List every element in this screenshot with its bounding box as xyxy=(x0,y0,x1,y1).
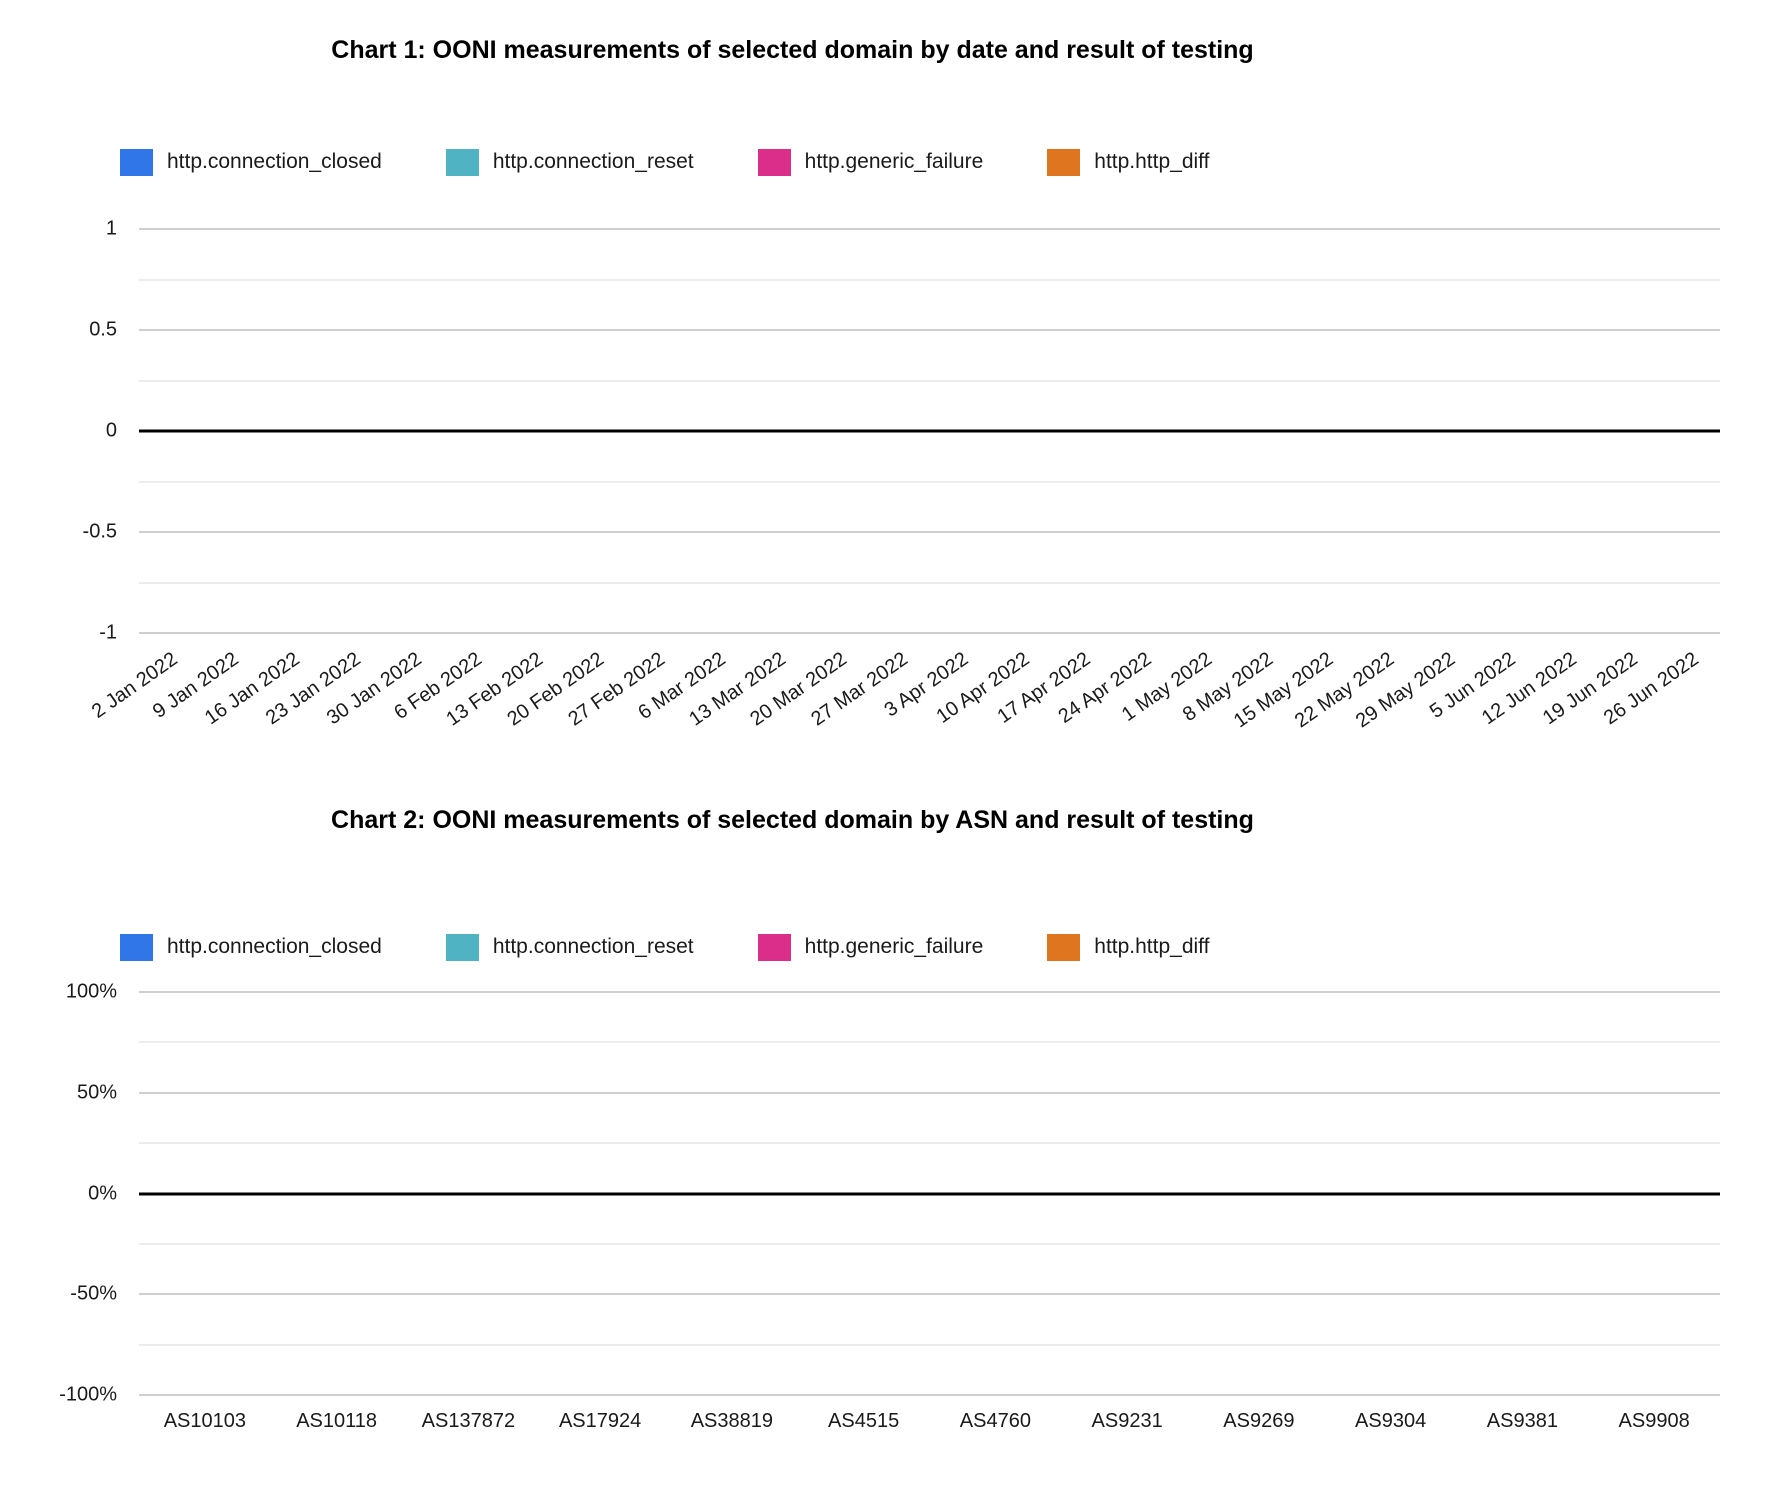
chart1-y-axis: 1 0.5 0 -0.5 -1 xyxy=(0,218,117,644)
x-tick-slot: AS10103 xyxy=(139,1410,271,1446)
chart1-title: Chart 1: OONI measurements of selected d… xyxy=(331,36,1254,64)
gridline-major xyxy=(139,1293,1720,1296)
chart2-x-axis: AS10103 AS10118 AS137872 AS17924 AS38819… xyxy=(139,1410,1720,1446)
gridline-major xyxy=(139,1394,1720,1396)
y-tick-label: -100% xyxy=(59,1383,117,1406)
legend-label: http.generic_failure xyxy=(804,150,984,173)
chart2-legend: http.connection_closed http.connection_r… xyxy=(120,933,1209,961)
chart2-y-axis: 100% 50% 0% -50% -100% xyxy=(0,981,117,1406)
chart1-plot-area[interactable] xyxy=(139,228,1720,634)
y-tick-label: -1 xyxy=(99,621,117,644)
zero-axis-line xyxy=(139,429,1720,433)
gridline-minor xyxy=(139,1242,1720,1245)
x-tick-slot: AS137872 xyxy=(403,1410,535,1446)
legend-swatch-icon xyxy=(1047,933,1081,961)
x-tick-label: AS10118 xyxy=(296,1410,378,1432)
x-tick-label: AS10103 xyxy=(163,1410,247,1432)
legend-item: http.connection_closed xyxy=(120,933,382,961)
x-tick-label: AS38819 xyxy=(690,1410,774,1432)
legend-item: http.generic_failure xyxy=(757,148,984,176)
x-tick-slot: AS4515 xyxy=(798,1410,930,1446)
gridline-minor xyxy=(139,278,1720,281)
y-tick-label: 100% xyxy=(65,980,117,1003)
y-tick-label: 1 xyxy=(105,217,117,240)
x-tick-label: AS17924 xyxy=(558,1410,642,1432)
gridline-minor xyxy=(139,1041,1720,1044)
chart1-x-axis: 2 Jan 2022 9 Jan 2022 16 Jan 2022 23 Jan… xyxy=(88,640,1720,750)
chart2-plot-area[interactable] xyxy=(139,991,1720,1396)
x-tick-slot: 26 Jun 2022 xyxy=(1600,640,1720,750)
legend-swatch-icon xyxy=(120,148,153,176)
x-tick-slot: AS9908 xyxy=(1588,1410,1720,1446)
gridline-major xyxy=(139,329,1720,331)
x-tick-slot: AS9269 xyxy=(1193,1410,1325,1446)
gridline-minor xyxy=(139,1343,1720,1346)
legend-swatch-icon xyxy=(445,148,479,176)
x-tick-label: AS4760 xyxy=(959,1410,1031,1432)
zero-axis-line xyxy=(139,1192,1720,1195)
gridline-major xyxy=(139,228,1720,230)
legend-swatch-icon xyxy=(757,933,791,961)
gridline-minor xyxy=(139,480,1720,483)
y-tick-label: 0 xyxy=(105,419,117,442)
x-tick-slot: AS9381 xyxy=(1457,1410,1589,1446)
legend-swatch-icon xyxy=(445,933,479,961)
legend-label: http.connection_closed xyxy=(167,150,382,173)
gridline-major xyxy=(139,632,1720,634)
x-tick-slot: AS9231 xyxy=(1061,1410,1193,1446)
legend-label: http.http_diff xyxy=(1094,150,1210,173)
legend-label: http.connection_reset xyxy=(492,150,694,173)
x-tick-slot: AS38819 xyxy=(666,1410,798,1446)
legend-swatch-icon xyxy=(120,933,153,961)
y-tick-label: 0.5 xyxy=(89,318,117,341)
y-tick-label: 50% xyxy=(76,1081,117,1104)
gridline-major xyxy=(139,1091,1720,1094)
x-tick-label: AS9304 xyxy=(1355,1410,1427,1432)
gridline-minor xyxy=(139,1142,1720,1145)
gridline-minor xyxy=(139,581,1720,584)
legend-item: http.generic_failure xyxy=(757,933,984,961)
y-tick-label: -50% xyxy=(70,1282,117,1305)
legend-swatch-icon xyxy=(1047,148,1081,176)
legend-item: http.http_diff xyxy=(1047,933,1209,961)
legend-swatch-icon xyxy=(757,148,791,176)
gridline-major xyxy=(139,991,1720,993)
y-tick-label: -0.5 xyxy=(82,520,117,543)
x-tick-label: AS9908 xyxy=(1618,1410,1690,1432)
x-tick-label: AS4515 xyxy=(828,1410,900,1432)
legend-item: http.connection_reset xyxy=(445,933,694,961)
x-tick-label: AS9269 xyxy=(1223,1410,1295,1432)
legend-item: http.connection_closed xyxy=(120,148,382,176)
legend-item: http.http_diff xyxy=(1047,148,1209,176)
y-tick-label: 0% xyxy=(88,1182,117,1204)
x-tick-label: AS9231 xyxy=(1091,1410,1163,1432)
gridline-major xyxy=(139,531,1720,533)
gridline-minor xyxy=(139,379,1720,382)
x-tick-slot: AS4760 xyxy=(930,1410,1062,1446)
x-tick-slot: AS17924 xyxy=(534,1410,666,1446)
legend-label: http.connection_reset xyxy=(492,935,694,958)
legend-item: http.connection_reset xyxy=(445,148,694,176)
chart2-title: Chart 2: OONI measurements of selected d… xyxy=(331,806,1254,834)
legend-label: http.http_diff xyxy=(1094,935,1210,958)
legend-label: http.connection_closed xyxy=(167,935,382,958)
legend-label: http.generic_failure xyxy=(804,935,984,958)
x-tick-label: AS137872 xyxy=(421,1410,516,1432)
chart1-legend: http.connection_closed http.connection_r… xyxy=(120,148,1209,176)
x-tick-label: AS9381 xyxy=(1486,1410,1558,1432)
x-tick-slot: AS10118 xyxy=(271,1410,403,1446)
x-tick-slot: AS9304 xyxy=(1325,1410,1457,1446)
